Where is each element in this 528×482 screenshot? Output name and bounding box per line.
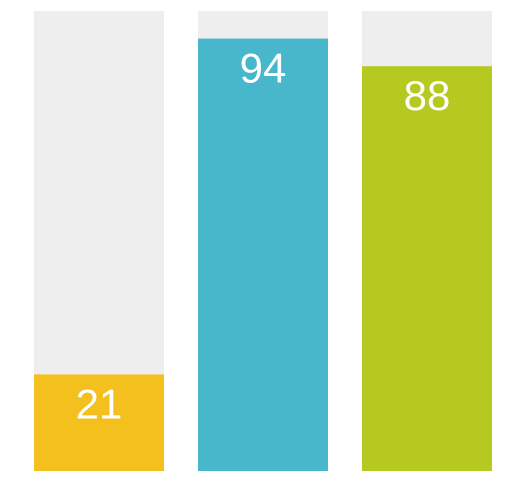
bar-2 xyxy=(198,38,328,471)
bar-value-label-3: 88 xyxy=(404,72,451,119)
bar-labels: 21 94 88 xyxy=(76,45,451,428)
bar-value-label-2: 94 xyxy=(240,45,287,92)
bar-1 xyxy=(34,374,164,471)
bars xyxy=(34,38,492,471)
bar-value-label-1: 21 xyxy=(76,380,123,427)
bar-3 xyxy=(362,66,492,471)
